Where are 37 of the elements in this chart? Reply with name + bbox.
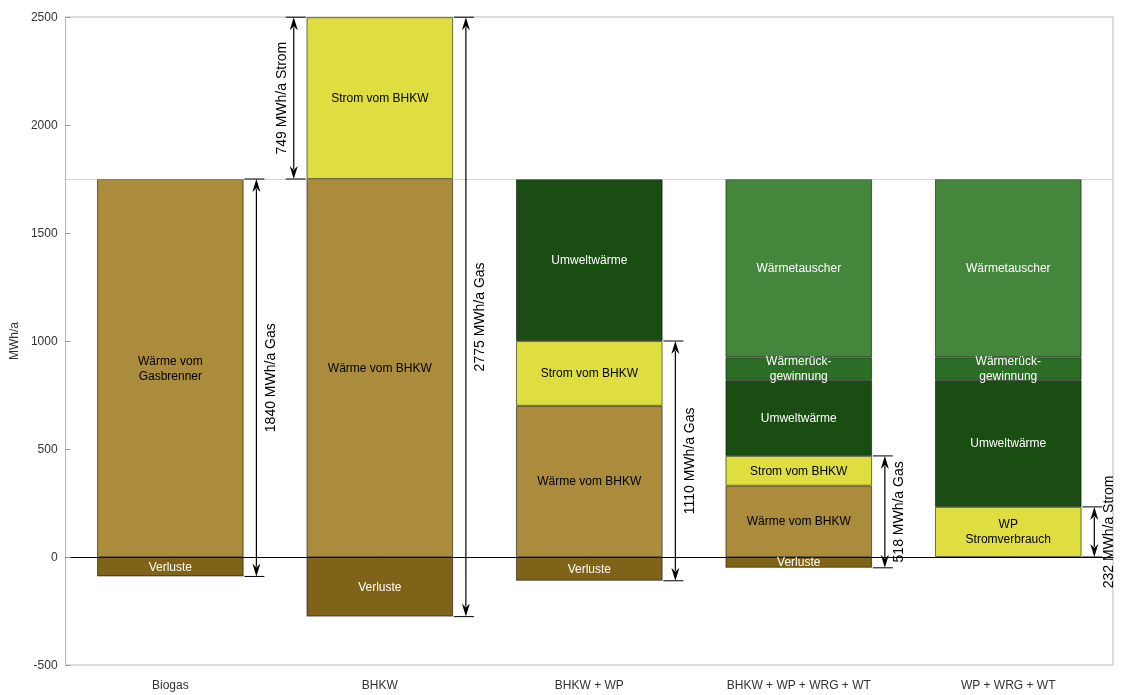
series-label: Strom vom BHKW (750, 463, 849, 478)
x-tick-label: BHKW + WP + WRG + WT (726, 678, 872, 692)
text: Verluste (358, 579, 402, 594)
text: Wärme vom BHKW (746, 514, 851, 529)
series-label: Wärme vom BHKW (537, 474, 642, 489)
x-tick-label: BHKW (361, 678, 399, 692)
text: Wärmerück- gewinnung (975, 354, 1041, 384)
y-tick-label: 500 (37, 442, 58, 456)
series-label: Umweltwärme (760, 410, 838, 425)
x-tick-label: WP + WRG + WT (961, 678, 1057, 692)
text: Umweltwärme (551, 253, 628, 267)
series-label: WP Stromverbrauch (965, 517, 1051, 547)
series-label: Wärme vom Gasbrenner (138, 353, 203, 383)
text: Verluste (567, 561, 611, 576)
annotation: 1840 MWh/a Gas (261, 323, 278, 433)
y-tick-label: -500 (33, 658, 58, 672)
y-tick-label: 2000 (30, 118, 58, 132)
x-tick-label: BHKW + WP (554, 678, 624, 692)
y-tick-label: 1000 (30, 334, 58, 348)
text: Wärmetauscher (965, 261, 1051, 276)
text: Umweltwärme (970, 436, 1047, 451)
y-tick-label: 2500 (30, 10, 58, 24)
annotation: 1110 MWh/a Gas (680, 407, 697, 515)
annotation: 232 MWh/a Strom (1099, 475, 1116, 589)
text: Strom vom BHKW (540, 366, 638, 381)
text: Strom vom BHKW (331, 91, 429, 106)
series-label: Verluste (777, 555, 821, 570)
annotation: 749 MWh/a Strom (272, 41, 289, 155)
y-tick-label: 0 (50, 550, 58, 564)
series-label: Wärmerück- gewinnung (766, 354, 832, 384)
text: Wärme vom BHKW (327, 361, 432, 375)
annotation: 2775 MWh/a Gas (471, 262, 488, 372)
text: Verluste (148, 559, 193, 574)
y-tick-label: 1500 (30, 226, 58, 240)
y-axis-title: MWh/a (7, 321, 21, 361)
x-tick-label: Biogas (151, 678, 189, 692)
series-label: Wärmetauscher (756, 261, 842, 276)
